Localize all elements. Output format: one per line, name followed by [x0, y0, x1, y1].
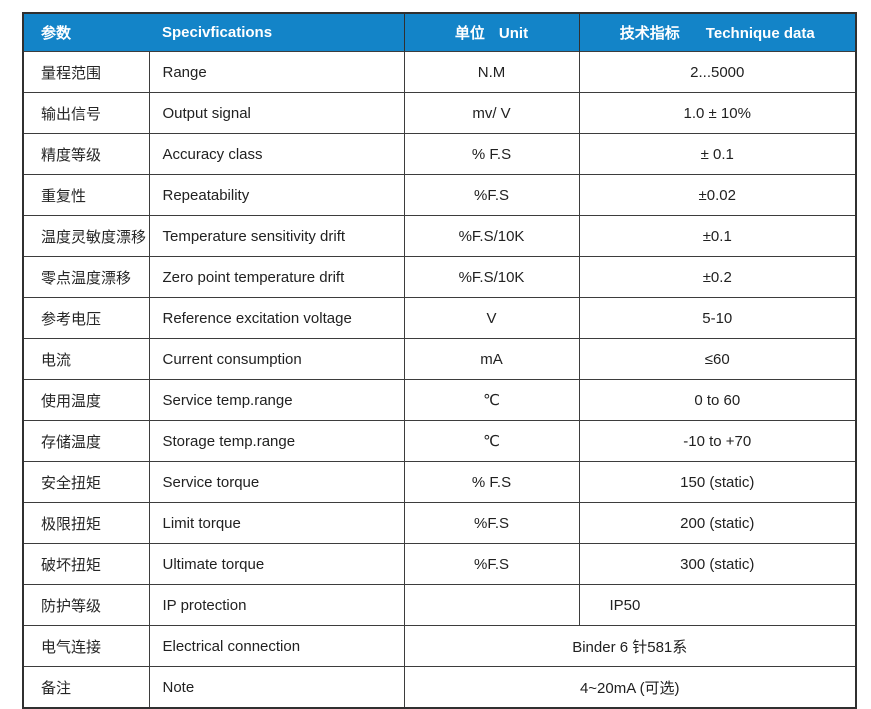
cell-value: ≤60 [578, 338, 857, 380]
cell-unit: N.M [403, 51, 580, 93]
cell-spec-en: Current consumption [148, 338, 405, 380]
table-row-ip-protection: 防护等级 IP protection IP50 [22, 584, 857, 626]
cell-spec-en: Ultimate torque [148, 543, 405, 585]
cell-spec-en: Accuracy class [148, 133, 405, 175]
table-row-current-consumption: 电流 Current consumption mA ≤60 [22, 338, 857, 380]
cell-param-zh: 极限扭矩 [22, 502, 150, 544]
table-row-electrical-connection: 电气连接 Electrical connection Binder 6 针581… [22, 625, 857, 667]
table-row-temperature-sensitivity-drift: 温度灵敏度漂移 Temperature sensitivity drift %F… [22, 215, 857, 257]
table-body: 量程范围 Range N.M 2...5000 输出信号 Output sign… [22, 51, 857, 709]
cell-merged-value: Binder 6 针581系 [403, 625, 857, 667]
cell-unit: %F.S/10K [403, 256, 580, 298]
cell-unit: ℃ [403, 379, 580, 421]
cell-unit: %F.S/10K [403, 215, 580, 257]
cell-spec-en: Reference excitation voltage [148, 297, 405, 339]
cell-param-zh: 零点温度漂移 [22, 256, 150, 298]
table-row-repeatability: 重复性 Repeatability %F.S ±0.02 [22, 174, 857, 216]
cell-spec-en: Storage temp.range [148, 420, 405, 462]
cell-spec-en: Repeatability [148, 174, 405, 216]
table-row-service-temp-range: 使用温度 Service temp.range ℃ 0 to 60 [22, 379, 857, 421]
cell-spec-en: IP protection [148, 584, 405, 626]
cell-param-zh: 参考电压 [22, 297, 150, 339]
header-unit-zh: 单位 [454, 25, 485, 42]
cell-value: ±0.02 [578, 174, 857, 216]
cell-spec-en: Note [148, 666, 405, 709]
cell-unit: mv/ V [403, 92, 580, 134]
cell-param-zh: 温度灵敏度漂移 [22, 215, 150, 257]
cell-unit: V [403, 297, 580, 339]
cell-value: ±0.2 [578, 256, 857, 298]
cell-value: -10 to +70 [578, 420, 857, 462]
cell-spec-en: Temperature sensitivity drift [148, 215, 405, 257]
cell-unit-empty [403, 584, 580, 626]
cell-spec-en: Output signal [148, 92, 405, 134]
cell-param-zh: 精度等级 [22, 133, 150, 175]
cell-spec-en: Service torque [148, 461, 405, 503]
cell-unit: ℃ [403, 420, 580, 462]
cell-spec-en: Electrical connection [148, 625, 405, 667]
cell-value: 200 (static) [578, 502, 857, 544]
header-unit: 单位 Unit [403, 13, 579, 52]
cell-unit: mA [403, 338, 580, 380]
cell-unit: %F.S [403, 543, 580, 585]
cell-value: ±0.1 [578, 215, 857, 257]
cell-value: 0 to 60 [578, 379, 857, 421]
cell-param-zh: 防护等级 [22, 584, 150, 626]
table-row-reference-excitation-voltage: 参考电压 Reference excitation voltage V 5-10 [22, 297, 857, 339]
cell-unit: % F.S [403, 133, 580, 175]
cell-param-zh: 电气连接 [22, 625, 150, 667]
table-header: 参数 Specivfications 单位 Unit 技术指标 Technique … [23, 13, 856, 52]
table-row-storage-temp-range: 存储温度 Storage temp.range ℃ -10 to +70 [22, 420, 857, 462]
cell-merged-value: 4~20mA (可选) [403, 666, 857, 709]
table-row-zero-point-temperature-drift: 零点温度漂移 Zero point temperature drift %F.S… [22, 256, 857, 298]
cell-param-zh: 使用温度 [22, 379, 150, 421]
table-row-output-signal: 输出信号 Output signal mv/ V 1.0 ± 10% [22, 92, 857, 134]
cell-param-zh: 存储温度 [22, 420, 150, 462]
table-row-limit-torque: 极限扭矩 Limit torque %F.S 200 (static) [22, 502, 857, 544]
cell-spec-en: Limit torque [148, 502, 405, 544]
cell-value: ± 0.1 [578, 133, 857, 175]
cell-param-zh: 量程范围 [22, 51, 150, 93]
header-parameter: 参数 [23, 13, 149, 52]
cell-param-zh: 重复性 [22, 174, 150, 216]
cell-spec-en: Service temp.range [148, 379, 405, 421]
cell-param-zh: 电流 [22, 338, 150, 380]
cell-value: 1.0 ± 10% [578, 92, 857, 134]
header-specifications-en: Specivfications [162, 24, 273, 41]
cell-spec-en: Zero point temperature drift [148, 256, 405, 298]
cell-param-zh: 输出信号 [22, 92, 150, 134]
table-row-ultimate-torque: 破坏扭矩 Ultimate torque %F.S 300 (static) [22, 543, 857, 585]
header-parameter-zh: 参数 [41, 25, 72, 42]
cell-value: 150 (static) [578, 461, 857, 503]
header-specifications: Specivfications [149, 13, 404, 52]
cell-value: 2...5000 [578, 51, 857, 93]
cell-param-zh: 破坏扭矩 [22, 543, 150, 585]
cell-unit: %F.S [403, 174, 580, 216]
header-technique-data: 技术指标 Technique data [578, 13, 856, 52]
cell-unit: % F.S [403, 461, 580, 503]
table-row-service-torque: 安全扭矩 Service torque % F.S 150 (static) [22, 461, 857, 503]
table-row-note: 备注 Note 4~20mA (可选) [22, 666, 857, 709]
cell-value: IP50 [578, 584, 857, 626]
table-row-accuracy-class: 精度等级 Accuracy class % F.S ± 0.1 [22, 133, 857, 175]
cell-spec-en: Range [148, 51, 405, 93]
header-unit-en: Unit [498, 25, 529, 42]
cell-value: 5-10 [578, 297, 857, 339]
header-technique-en: Technique data [705, 25, 815, 42]
specifications-table: 参数 Specivfications 单位 Unit 技术指标 Technique … [22, 12, 857, 709]
cell-param-zh: 安全扭矩 [22, 461, 150, 503]
cell-value: 300 (static) [578, 543, 857, 585]
cell-unit: %F.S [403, 502, 580, 544]
header-row: 参数 Specivfications 单位 Unit 技术指标 Technique … [23, 13, 856, 52]
cell-param-zh: 备注 [22, 666, 150, 709]
header-technique-zh: 技术指标 [619, 25, 680, 42]
table-row-range: 量程范围 Range N.M 2...5000 [22, 51, 857, 93]
